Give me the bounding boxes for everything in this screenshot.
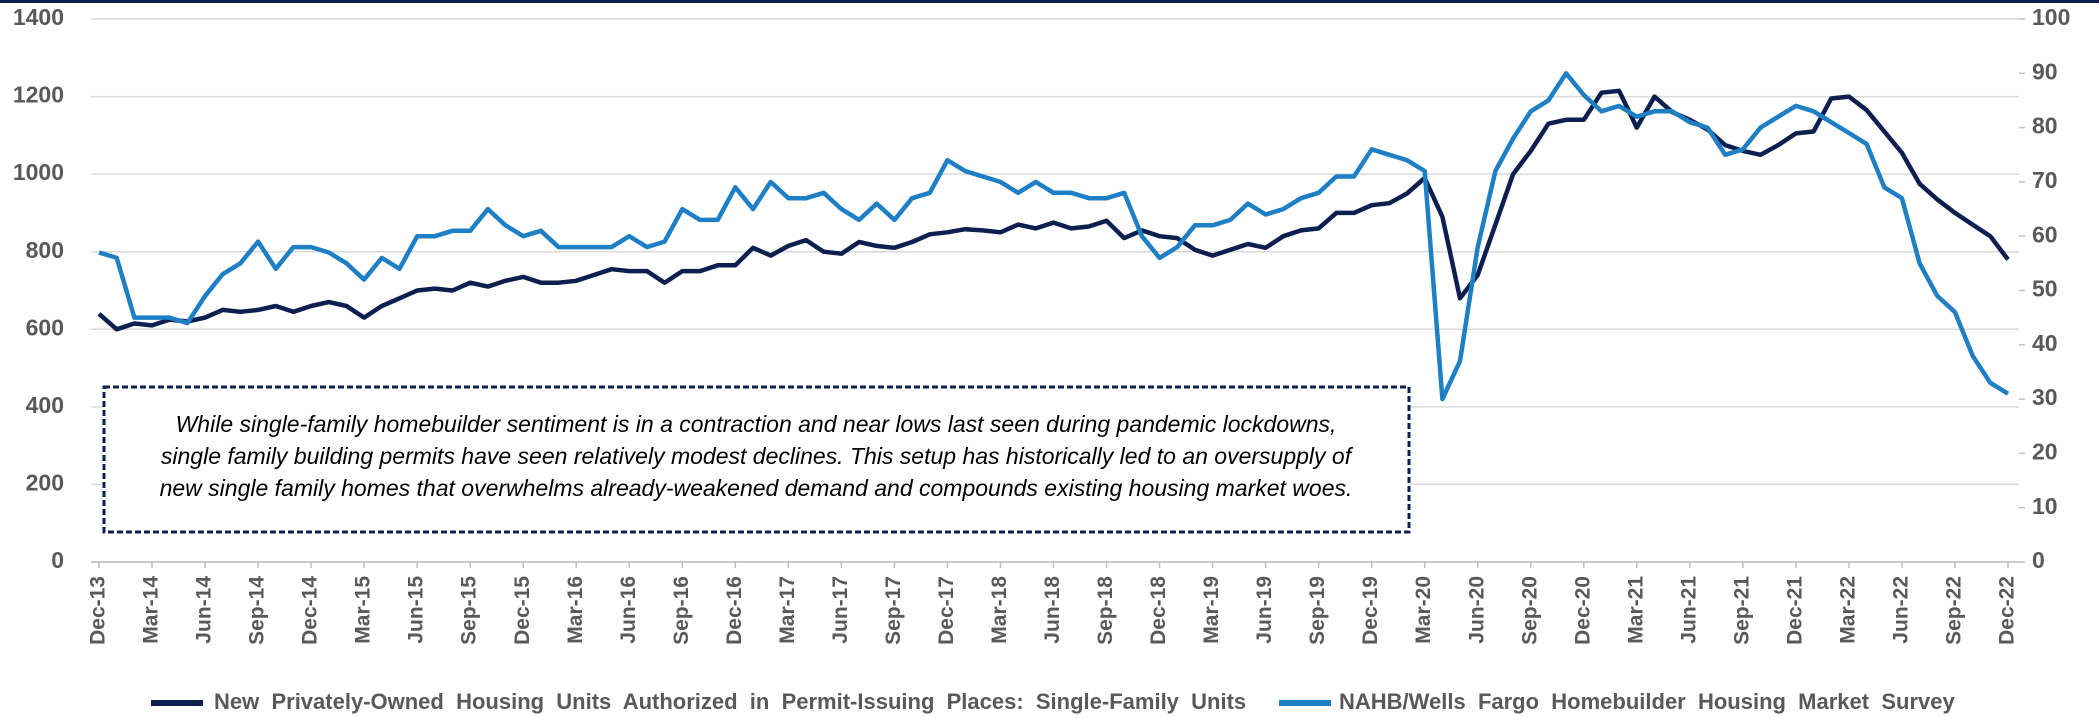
y-tick-label: 800	[26, 237, 64, 263]
x-tick-label: Sep-18	[1094, 576, 1117, 645]
x-tick-label: Dec-22	[1996, 576, 2019, 645]
x-tick-label: Jun-21	[1677, 576, 1700, 644]
x-tick-label: Jun-18	[1041, 576, 1064, 644]
x-tick-label: Mar-16	[564, 576, 587, 644]
x-tick-label: Dec-16	[723, 576, 746, 645]
y-tick-label: 1000	[13, 159, 64, 185]
x-tick-label: Dec-13	[87, 576, 110, 645]
y-tick-label: 400	[26, 392, 64, 418]
y2-tick-label: 20	[2032, 438, 2058, 464]
x-tick-label: Sep-16	[670, 576, 693, 645]
x-tick-label: Mar-17	[776, 576, 799, 644]
x-tick-label: Mar-20	[1412, 576, 1435, 644]
x-tick-label: Dec-19	[1359, 576, 1382, 645]
x-tick-label: Mar-21	[1624, 576, 1647, 644]
x-tick-label: Mar-14	[140, 576, 163, 644]
y2-tick-label: 60	[2032, 221, 2058, 247]
x-tick-label: Jun-19	[1253, 576, 1276, 644]
annotation-box	[102, 385, 1411, 534]
y2-tick-label: 30	[2032, 384, 2058, 410]
annotation-line: single family building permits have seen…	[161, 443, 1354, 469]
legend-label: New Privately-Owned Housing Units Author…	[214, 689, 1246, 714]
series-line	[97, 88, 2010, 332]
top-border	[0, 0, 2099, 3]
y-tick-label: 0	[51, 547, 64, 573]
x-tick-label: Jun-22	[1889, 576, 1912, 644]
y2-tick-label: 40	[2032, 330, 2058, 356]
x-tick-label: Mar-22	[1836, 576, 1859, 644]
x-tick-label: Sep-14	[246, 576, 269, 645]
x-tick-label: Mar-18	[988, 576, 1011, 644]
x-tick-label: Sep-20	[1518, 576, 1541, 645]
x-tick-label: Sep-19	[1306, 576, 1329, 645]
series-line	[98, 71, 2010, 402]
x-tick-label: Sep-21	[1730, 576, 1753, 645]
x-tick-label: Mar-19	[1200, 576, 1223, 644]
x-tick-label: Jun-15	[405, 576, 428, 644]
x-tick-label: Jun-20	[1465, 576, 1488, 644]
y2-tick-label: 70	[2032, 167, 2058, 193]
x-tick-label: Mar-15	[352, 576, 375, 644]
x-tick-label: Sep-15	[458, 576, 481, 645]
x-tick-label: Jun-17	[829, 576, 852, 644]
x-tick-label: Sep-17	[882, 576, 905, 645]
annotation-line: While single-family homebuilder sentimen…	[176, 411, 1337, 437]
x-tick-label: Dec-20	[1571, 576, 1594, 645]
x-tick-label: Dec-17	[935, 576, 958, 645]
y-tick-label: 600	[26, 314, 64, 340]
x-tick-label: Sep-22	[1943, 576, 1966, 645]
y2-tick-label: 80	[2032, 113, 2058, 139]
x-tick-label: Dec-21	[1783, 576, 1806, 645]
x-tick-label: Dec-14	[299, 576, 322, 645]
y-tick-label: 1400	[13, 4, 64, 30]
x-tick-label: Jun-14	[193, 576, 216, 644]
y2-tick-label: 10	[2032, 493, 2058, 519]
x-tick-label: Jun-16	[617, 576, 640, 644]
y2-tick-label: 0	[2032, 547, 2045, 573]
y2-tick-label: 90	[2032, 58, 2058, 84]
annotation-line: new single family homes that overwhelms …	[160, 475, 1353, 501]
x-tick-label: Dec-18	[1147, 576, 1170, 645]
y2-tick-label: 100	[2032, 4, 2070, 30]
y-tick-label: 1200	[13, 82, 64, 108]
x-tick-label: Dec-15	[511, 576, 534, 645]
y2-tick-label: 50	[2032, 276, 2058, 302]
legend-label: NAHB/Wells Fargo Homebuilder Housing Mar…	[1339, 689, 1955, 714]
y-tick-label: 200	[26, 470, 64, 496]
